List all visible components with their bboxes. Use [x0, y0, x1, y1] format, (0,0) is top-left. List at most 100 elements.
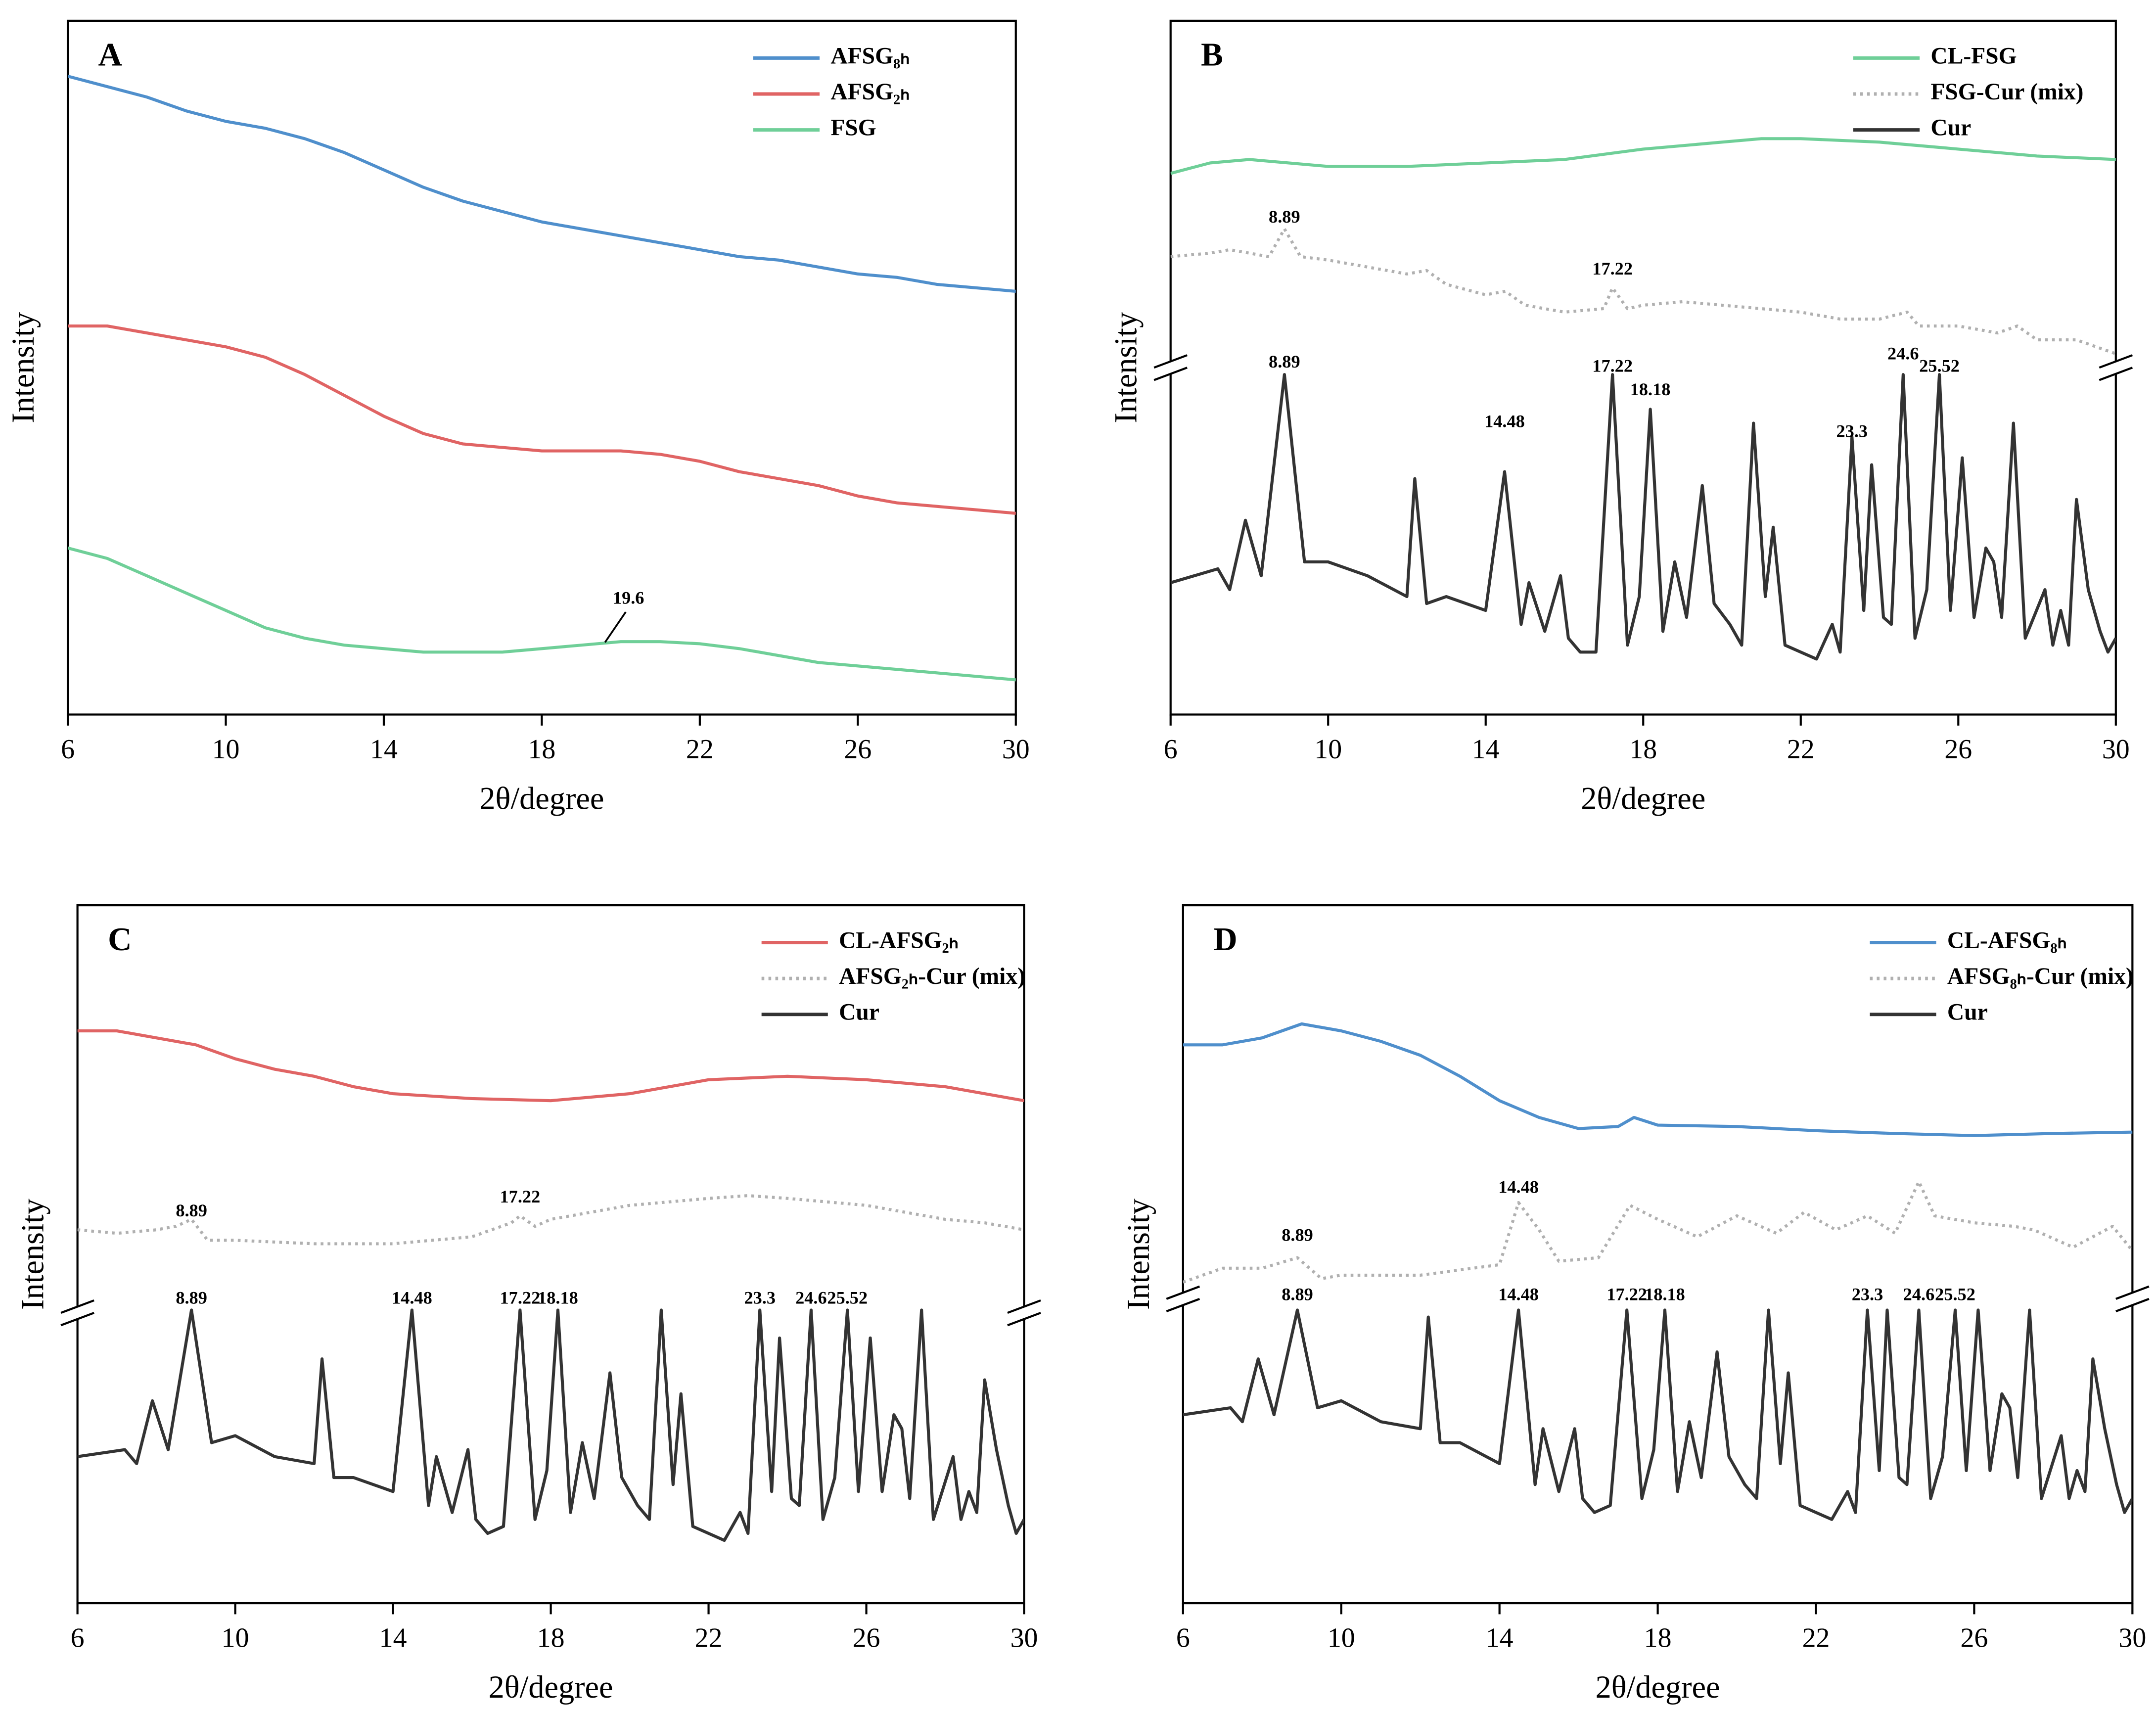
annotation-label: 8.89	[176, 1201, 207, 1220]
legend-label: AFSG₈ₕ	[830, 43, 910, 69]
axis-break	[1007, 1312, 1041, 1327]
x-tick-label: 22	[1802, 1622, 1830, 1653]
legend-label: AFSG₈ₕ-Cur (mix)	[1947, 964, 2134, 989]
axis-break	[2099, 367, 2133, 381]
panel-title: C	[108, 921, 132, 958]
x-axis-label: 2θ/degree	[1581, 781, 1705, 816]
x-tick-label: 26	[853, 1622, 880, 1653]
annotation-label: 18.18	[1645, 1285, 1685, 1304]
x-tick-label: 14	[370, 734, 398, 765]
x-tick-label: 22	[1787, 734, 1815, 765]
legend-label: FSG	[830, 115, 876, 141]
x-tick-label: 6	[61, 734, 75, 765]
annotation-label: 8.89	[1282, 1285, 1313, 1304]
x-tick-label: 10	[222, 1622, 249, 1653]
x-tick-label: 18	[1629, 734, 1657, 765]
series-line	[1183, 1180, 2133, 1284]
annotation-label: 18.18	[538, 1288, 578, 1308]
x-tick-label: 26	[844, 734, 872, 765]
x-tick-label: 22	[686, 734, 714, 765]
x-axis-label: 2θ/degree	[479, 781, 604, 816]
legend-label: Cur	[1930, 115, 1971, 141]
x-tick-label: 6	[71, 1622, 85, 1653]
series-line	[77, 1308, 1024, 1542]
panel-title: D	[1213, 921, 1237, 958]
axis-break	[1166, 1285, 1200, 1300]
x-tick-label: 26	[1944, 734, 1972, 765]
annotation-label: 23.3	[1852, 1285, 1883, 1304]
annotation-label: 14.48	[1498, 1285, 1539, 1304]
legend-label: CL-FSG	[1930, 43, 2017, 69]
panel-title: B	[1201, 36, 1223, 73]
legend-label: AFSG₂ₕ-Cur (mix)	[839, 964, 1025, 989]
series-line	[68, 324, 1016, 515]
x-tick-label: 6	[1176, 1622, 1190, 1653]
annotation-label: 17.22	[500, 1187, 541, 1206]
series-line	[1170, 137, 2116, 175]
legend-label: Cur	[839, 1000, 879, 1025]
series-line	[1170, 373, 2116, 661]
annotation-label: 23.3	[1836, 421, 1868, 441]
annotation-label: 8.89	[1269, 352, 1300, 371]
legend-label: CL-AFSG₂ₕ	[839, 927, 959, 953]
series-line	[1183, 1022, 2133, 1137]
axis-break	[1007, 1299, 1041, 1314]
x-tick-label: 6	[1164, 734, 1178, 765]
x-tick-label: 30	[2118, 1622, 2146, 1653]
x-axis-label: 2θ/degree	[1596, 1669, 1720, 1705]
annotation-label: 18.18	[1630, 379, 1671, 399]
x-tick-label: 18	[528, 734, 555, 765]
axis-break-gap	[1166, 1293, 1200, 1305]
annotation-label: 14.48	[392, 1288, 432, 1308]
axis-break	[1153, 367, 1188, 381]
panel-title: A	[98, 36, 122, 73]
axis-break	[2099, 354, 2133, 369]
axis-break-gap	[1008, 1307, 1041, 1319]
y-axis-label: Intensity	[1121, 1199, 1156, 1310]
series-line	[1183, 1308, 2133, 1521]
annotation-label: 19.6	[613, 588, 644, 607]
x-tick-label: 14	[1472, 734, 1500, 765]
annotation-label: 14.48	[1484, 412, 1525, 431]
axis-break	[1153, 354, 1188, 369]
series-line	[1170, 227, 2116, 356]
series-line	[68, 75, 1016, 293]
annotation-label: 8.89	[176, 1288, 207, 1308]
x-tick-label: 10	[212, 734, 240, 765]
axis-break-gap	[1154, 362, 1188, 373]
series-line	[77, 1029, 1024, 1103]
x-tick-label: 22	[695, 1622, 723, 1653]
annotation-label: 8.89	[1269, 207, 1300, 227]
annotation-label: 17.22	[1592, 259, 1633, 278]
annotation-label: 8.89	[1282, 1225, 1313, 1245]
legend-label: FSG-Cur (mix)	[1930, 79, 2083, 105]
series-line	[77, 1194, 1024, 1246]
annotation-label: 17.22	[1606, 1285, 1647, 1304]
plot-frame	[1182, 904, 2134, 1605]
x-tick-label: 26	[1960, 1622, 1988, 1653]
annotation-label: 17.22	[1592, 356, 1633, 376]
x-tick-label: 14	[1486, 1622, 1514, 1653]
annotation-label: 23.3	[744, 1288, 776, 1308]
legend-label: CL-AFSG₈ₕ	[1947, 927, 2067, 953]
annotation-label: 24.6	[1903, 1285, 1935, 1304]
axis-break-gap	[61, 1307, 94, 1319]
axis-break	[60, 1299, 94, 1314]
axis-break	[2115, 1297, 2150, 1312]
y-axis-label: Intensity	[5, 312, 41, 423]
series-line	[68, 546, 1016, 682]
x-tick-label: 10	[1314, 734, 1342, 765]
axis-break	[1166, 1297, 1200, 1312]
x-tick-label: 10	[1328, 1622, 1355, 1653]
legend-label: Cur	[1947, 1000, 1988, 1025]
annotation-label: 25.52	[827, 1288, 868, 1308]
y-axis-label: Intensity	[15, 1199, 50, 1310]
legend-label: AFSG₂ₕ	[830, 79, 910, 105]
axis-break	[2115, 1285, 2150, 1300]
x-tick-label: 14	[379, 1622, 407, 1653]
x-tick-label: 30	[2102, 734, 2130, 765]
annotation-label: 24.6	[795, 1288, 827, 1308]
x-tick-label: 18	[537, 1622, 565, 1653]
